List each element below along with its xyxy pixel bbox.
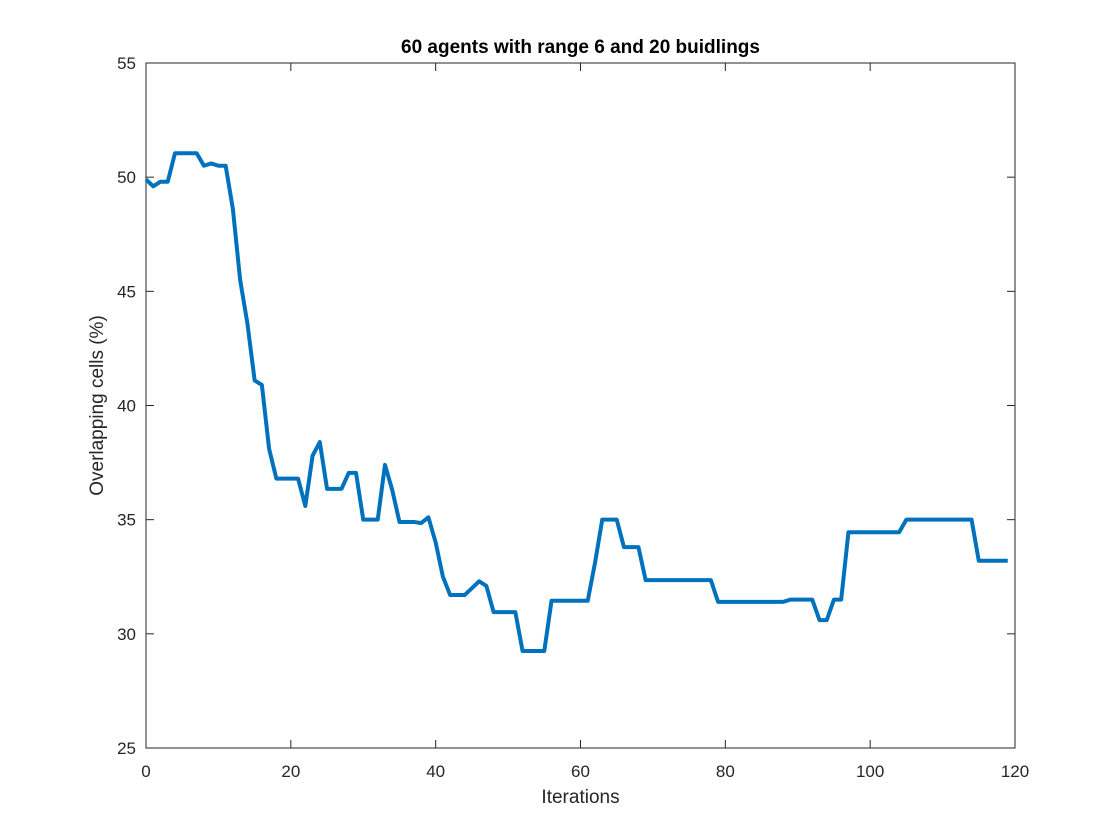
y-axis-label: Overlapping cells (%)	[87, 315, 108, 496]
y-tick-label: 55	[117, 54, 136, 73]
axis-ticks: 0 20 40 60 80 100 120 25 30 35 40 45 50 55	[117, 54, 1029, 781]
x-tick-label: 60	[571, 762, 590, 781]
x-tick-label: 0	[141, 762, 150, 781]
y-tick-label: 40	[117, 397, 136, 416]
y-tick-label: 45	[117, 282, 136, 301]
x-tick-label: 20	[281, 762, 300, 781]
y-tick-label: 35	[117, 511, 136, 530]
x-tick-label: 40	[426, 762, 445, 781]
plot-area	[145, 62, 1016, 749]
x-tick-label: 80	[716, 762, 735, 781]
series-line	[144, 151, 1008, 653]
y-tick-label: 30	[117, 625, 136, 644]
x-axis-label: Iterations	[541, 787, 619, 808]
y-tick-label: 25	[117, 739, 136, 758]
chart-title: 60 agents with range 6 and 20 buidlings	[401, 37, 760, 58]
series-layer	[144, 151, 1008, 653]
y-tick-label: 50	[117, 168, 136, 187]
x-tick-label: 100	[856, 762, 884, 781]
x-tick-label: 120	[1001, 762, 1029, 781]
